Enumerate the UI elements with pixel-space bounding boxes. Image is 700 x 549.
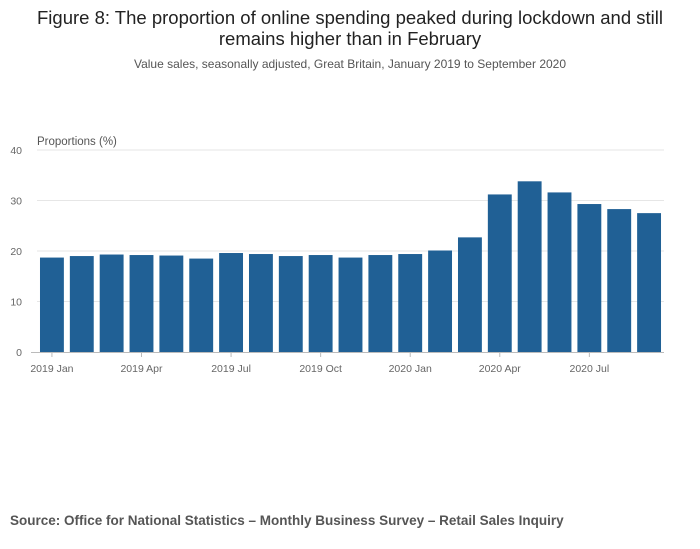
x-tick-label: 2020 Jul bbox=[570, 363, 610, 375]
y-axis-label: Proportions (%) bbox=[37, 136, 117, 148]
x-axis: 2019 Jan 2019 Apr 2019 Jul 2019 Oct 2020 Jan… bbox=[30, 352, 664, 375]
bar bbox=[428, 250, 453, 352]
bar bbox=[69, 256, 94, 352]
bar bbox=[547, 192, 572, 352]
y-tick-label: 40 bbox=[10, 145, 22, 157]
bar bbox=[577, 204, 602, 352]
chart-title: Figure 8: The proportion of online spend… bbox=[37, 7, 663, 49]
bar bbox=[398, 254, 423, 352]
y-tick-label: 20 bbox=[10, 246, 22, 258]
bar bbox=[487, 194, 512, 352]
x-tick-label: 2019 Oct bbox=[299, 363, 342, 375]
y-tick-label: 30 bbox=[10, 196, 22, 208]
bar bbox=[129, 255, 154, 352]
bar bbox=[457, 237, 482, 352]
source-note: Source: Office for National Statistics –… bbox=[10, 513, 564, 528]
bar-series bbox=[39, 181, 662, 352]
x-tick-label: 2020 Jan bbox=[389, 363, 432, 375]
bar bbox=[39, 257, 64, 352]
bar bbox=[517, 181, 542, 352]
bar bbox=[368, 255, 393, 352]
bar bbox=[308, 255, 333, 352]
x-tick-label: 2020 Apr bbox=[479, 363, 522, 375]
y-tick-label: 0 bbox=[16, 347, 22, 359]
bar bbox=[637, 213, 662, 352]
x-tick-label: 2019 Jan bbox=[30, 363, 73, 375]
bar bbox=[338, 257, 363, 352]
y-tick-label: 10 bbox=[10, 297, 22, 309]
bar bbox=[607, 209, 632, 352]
x-tick-label: 2019 Apr bbox=[120, 363, 163, 375]
bar bbox=[189, 258, 214, 352]
x-tick-label: 2019 Jul bbox=[211, 363, 251, 375]
bar bbox=[219, 253, 244, 352]
y-axis-ticks: 0 10 20 30 40 bbox=[10, 145, 22, 359]
bar bbox=[99, 254, 124, 352]
bar bbox=[248, 254, 273, 352]
bar bbox=[159, 255, 184, 352]
bar bbox=[278, 256, 303, 352]
chart-subtitle: Value sales, seasonally adjusted, Great … bbox=[133, 57, 567, 71]
